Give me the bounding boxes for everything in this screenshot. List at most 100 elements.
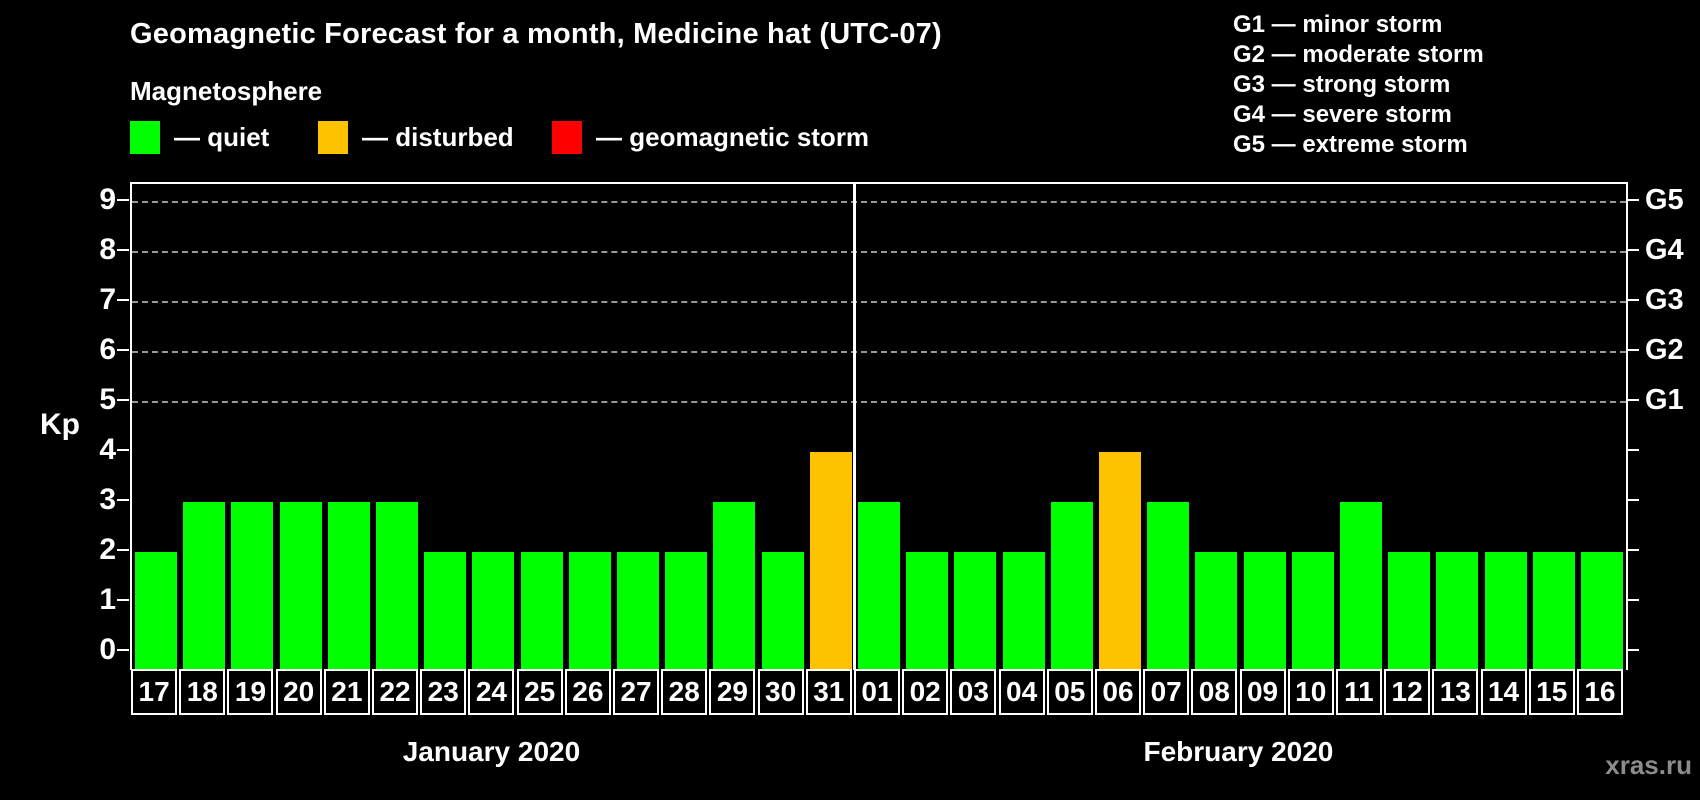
g-scale-legend: G1 — minor storm G2 — moderate storm G3 — … — [1233, 10, 1484, 160]
kp-bar-day-22 — [376, 502, 419, 670]
left-axis-tick — [117, 299, 129, 301]
g-legend-line-g2: G2 — moderate storm — [1233, 41, 1484, 68]
gridline-kp7 — [132, 301, 1626, 303]
day-label-28: 28 — [661, 669, 708, 715]
day-label-14: 14 — [1480, 669, 1527, 715]
left-axis-tick — [117, 649, 129, 651]
day-label-02: 02 — [902, 669, 949, 715]
left-axis-tick — [117, 349, 129, 351]
day-label-03: 03 — [950, 669, 997, 715]
kp-bar-day-15 — [1532, 552, 1575, 670]
day-label-18: 18 — [179, 669, 226, 715]
left-axis-tick — [117, 399, 129, 401]
legend-swatch-1 — [318, 121, 348, 154]
day-label-31: 31 — [805, 669, 852, 715]
legend-swatch-0 — [130, 121, 160, 154]
right-axis-tick — [1627, 449, 1639, 451]
kp-bar-day-05 — [1050, 502, 1093, 670]
g-legend-line-g3: G3 — strong storm — [1233, 71, 1451, 98]
kp-tick-label: 2 — [99, 533, 116, 566]
kp-bar-day-12 — [1388, 552, 1431, 670]
day-label-12: 12 — [1384, 669, 1431, 715]
kp-tick-label: 7 — [99, 283, 116, 316]
right-axis-tick — [1627, 649, 1639, 651]
kp-bar-day-13 — [1436, 552, 1479, 670]
legend-swatch-2 — [552, 121, 582, 154]
kp-bar-day-29 — [713, 502, 756, 670]
g-scale-label-g4: G4 — [1645, 234, 1684, 266]
kp-bar-day-31 — [809, 452, 852, 670]
g-legend-line-g4: G4 — severe storm — [1233, 101, 1452, 128]
kp-bar-day-09 — [1243, 552, 1286, 670]
right-axis-tick — [1627, 399, 1639, 401]
kp-axis-label: Kp — [40, 408, 80, 441]
day-label-01: 01 — [854, 669, 900, 715]
kp-bar-day-26 — [568, 552, 611, 670]
kp-bar-day-07 — [1147, 502, 1190, 670]
left-axis-tick — [117, 199, 129, 201]
day-label-16: 16 — [1576, 669, 1623, 715]
day-label-04: 04 — [998, 669, 1045, 715]
left-axis-tick — [117, 249, 129, 251]
day-label-08: 08 — [1191, 669, 1238, 715]
gridline-kp5 — [132, 401, 1626, 403]
kp-bar-day-27 — [617, 552, 660, 670]
kp-tick-label: 5 — [99, 383, 116, 416]
day-label-23: 23 — [420, 669, 467, 715]
day-label-26: 26 — [564, 669, 611, 715]
kp-bar-day-18 — [183, 502, 226, 670]
month-divider — [853, 184, 857, 670]
g-scale-label-g3: G3 — [1645, 284, 1684, 316]
kp-bar-day-25 — [520, 552, 563, 670]
kp-tick-label: 9 — [99, 183, 116, 216]
kp-bar-day-21 — [327, 502, 370, 670]
watermark: xras.ru — [1605, 750, 1692, 780]
day-label-15: 15 — [1528, 669, 1575, 715]
right-axis-tick — [1627, 199, 1639, 201]
g-legend-line-g1: G1 — minor storm — [1233, 11, 1443, 38]
day-label-10: 10 — [1287, 669, 1334, 715]
day-label-19: 19 — [227, 669, 274, 715]
gridline-kp8 — [132, 251, 1626, 253]
kp-bar-day-01 — [858, 502, 900, 670]
legend-item-quiet: — quiet — [130, 121, 269, 154]
kp-bar-day-20 — [279, 502, 322, 670]
right-axis-tick — [1627, 499, 1639, 501]
kp-tick-label: 3 — [99, 483, 116, 516]
day-label-11: 11 — [1335, 669, 1382, 715]
g-legend-line-g5: G5 — extreme storm — [1233, 131, 1468, 158]
legend-label: — geomagnetic storm — [596, 122, 870, 152]
kp-bar-day-11 — [1339, 502, 1382, 670]
day-label-27: 27 — [613, 669, 660, 715]
day-label-17: 17 — [131, 669, 178, 715]
legend-item-geomagnetic-storm: — geomagnetic storm — [552, 121, 869, 154]
kp-tick-label: 1 — [99, 583, 116, 616]
month-label-february: February 2020 — [1143, 736, 1334, 767]
right-axis-tick — [1627, 599, 1639, 601]
kp-bar-day-30 — [761, 552, 804, 670]
day-label-25: 25 — [516, 669, 563, 715]
right-axis-tick — [1627, 249, 1639, 251]
day-label-06: 06 — [1094, 669, 1141, 715]
day-label-24: 24 — [468, 669, 515, 715]
kp-bar-day-28 — [665, 552, 708, 670]
legend-item-disturbed: — disturbed — [318, 121, 514, 154]
g-scale-label-g5: G5 — [1645, 184, 1684, 216]
day-label-30: 30 — [757, 669, 804, 715]
legend-label: — quiet — [174, 122, 270, 152]
kp-bar-day-10 — [1291, 552, 1334, 670]
day-label-09: 09 — [1239, 669, 1286, 715]
plot-area — [130, 182, 1628, 670]
kp-tick-label: 4 — [99, 433, 116, 466]
gridline-kp6 — [132, 351, 1626, 353]
left-axis-tick — [117, 499, 129, 501]
gridline-kp9 — [132, 201, 1626, 203]
magnetosphere-legend-heading: Magnetosphere — [130, 76, 323, 106]
kp-bar-day-16 — [1580, 552, 1623, 670]
day-label-05: 05 — [1046, 669, 1093, 715]
left-axis-tick — [117, 599, 129, 601]
day-label-22: 22 — [372, 669, 419, 715]
kp-bar-day-06 — [1098, 452, 1141, 670]
day-label-07: 07 — [1143, 669, 1190, 715]
legend-label: — disturbed — [362, 122, 514, 152]
